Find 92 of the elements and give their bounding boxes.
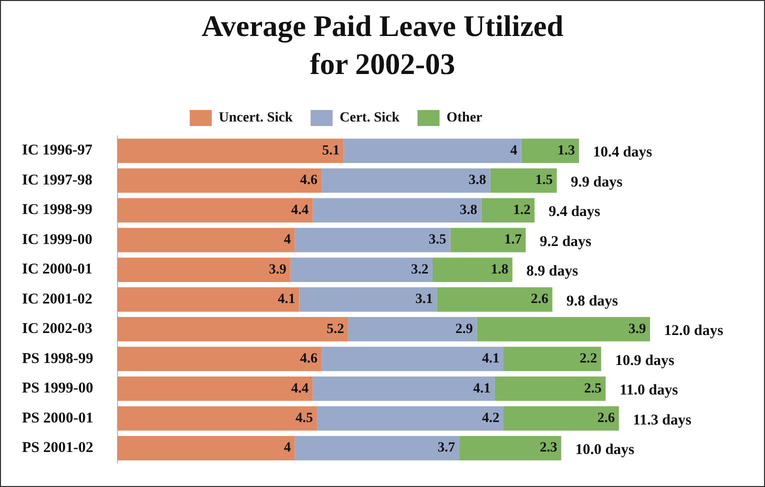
bar bbox=[503, 406, 619, 431]
total-label: 10.4 days bbox=[592, 144, 652, 161]
bar bbox=[459, 436, 562, 460]
data-label: 1.2 bbox=[513, 202, 531, 218]
bar bbox=[117, 228, 295, 252]
data-label: 4.1 bbox=[473, 381, 491, 396]
bar bbox=[117, 258, 290, 282]
y-tick-label: IC 2001-02 bbox=[22, 291, 92, 308]
data-label: 4 bbox=[510, 143, 518, 158]
total-label: 9.9 days bbox=[570, 174, 623, 190]
bar bbox=[450, 228, 526, 252]
data-label: 2.6 bbox=[597, 411, 615, 426]
data-label: 3.7 bbox=[438, 440, 456, 456]
y-tick-label: PS 1998-99 bbox=[22, 350, 94, 367]
data-label: 2.3 bbox=[540, 440, 558, 456]
data-label: 2.2 bbox=[580, 352, 598, 367]
y-tick-label: IC 2002-03 bbox=[22, 321, 92, 338]
bar bbox=[436, 287, 552, 312]
y-tick-label: PS 1999-00 bbox=[22, 380, 94, 397]
data-label: 3.9 bbox=[268, 262, 286, 278]
data-label: 1.5 bbox=[535, 173, 553, 188]
total-label: 8.9 days bbox=[526, 264, 578, 280]
y-tick-label: PS 2000-01 bbox=[22, 410, 94, 426]
total-label: 11.0 days bbox=[620, 382, 678, 399]
bar bbox=[344, 138, 522, 164]
data-label: 3.8 bbox=[460, 202, 478, 218]
total-label: 11.3 days bbox=[632, 412, 692, 428]
bar bbox=[503, 346, 602, 372]
data-label: 3.5 bbox=[428, 232, 446, 248]
bar bbox=[299, 287, 437, 312]
bar bbox=[290, 258, 432, 282]
data-label: 4.1 bbox=[278, 292, 296, 308]
y-tick-label: PS 2001-02 bbox=[22, 440, 94, 456]
data-label: 3.1 bbox=[415, 292, 433, 308]
bar bbox=[490, 168, 557, 193]
bar bbox=[294, 436, 460, 460]
bar bbox=[494, 376, 606, 401]
data-label: 4 bbox=[284, 232, 291, 248]
data-label: 4.1 bbox=[482, 352, 500, 367]
data-label: 2.6 bbox=[530, 292, 548, 308]
bar bbox=[117, 406, 318, 431]
bar bbox=[117, 346, 322, 372]
y-tick-label: IC 1997-98 bbox=[22, 172, 92, 188]
chart-title: Average Paid Leave Utilized for 2002-03 bbox=[200, 9, 564, 83]
total-label: 10.9 days bbox=[615, 352, 675, 369]
bar bbox=[294, 228, 450, 252]
total-label: 9.2 days bbox=[540, 234, 592, 250]
bar bbox=[312, 198, 482, 223]
bar bbox=[117, 168, 322, 193]
data-label: 3.9 bbox=[628, 322, 646, 337]
legend-label: Cert. Sick bbox=[340, 110, 400, 126]
data-label: 4.6 bbox=[300, 352, 318, 367]
bar bbox=[117, 317, 348, 342]
data-label: 4 bbox=[284, 440, 291, 456]
bar bbox=[117, 287, 300, 312]
data-label: 1.8 bbox=[490, 262, 508, 278]
bar bbox=[321, 168, 490, 193]
y-tick-label: IC 1996-97 bbox=[22, 142, 93, 159]
data-label: 2.9 bbox=[455, 322, 473, 337]
data-label: 3.2 bbox=[410, 262, 428, 278]
total-label: 9.8 days bbox=[566, 293, 618, 310]
bar bbox=[521, 138, 579, 164]
bar bbox=[117, 376, 313, 401]
y-tick-label: IC 1999-00 bbox=[22, 232, 92, 248]
data-label: 4.2 bbox=[482, 411, 500, 426]
total-label: 9.4 days bbox=[548, 204, 600, 220]
data-label: 4.5 bbox=[296, 411, 314, 426]
legend-label: Other bbox=[446, 110, 482, 126]
data-label: 1.7 bbox=[504, 232, 522, 248]
data-label: 2.5 bbox=[584, 381, 602, 396]
bar bbox=[312, 376, 495, 401]
bar bbox=[481, 198, 535, 223]
bar bbox=[321, 346, 504, 372]
bar bbox=[117, 436, 295, 460]
data-label: 1.3 bbox=[557, 143, 575, 158]
bar bbox=[476, 317, 650, 342]
data-label: 5.2 bbox=[326, 322, 344, 337]
bar bbox=[348, 317, 477, 342]
data-label: 4.4 bbox=[291, 202, 309, 218]
total-label: 12.0 days bbox=[664, 323, 724, 340]
bar bbox=[117, 198, 313, 223]
bar bbox=[117, 138, 344, 164]
bar bbox=[317, 406, 504, 431]
bar bbox=[432, 258, 512, 282]
data-label: 4.4 bbox=[291, 381, 309, 396]
data-label: 5.1 bbox=[322, 143, 340, 158]
total-label: 10.0 days bbox=[575, 442, 635, 458]
legend-label: Uncert. Sick bbox=[218, 110, 293, 126]
y-tick-label: IC 2000-01 bbox=[22, 262, 92, 278]
data-label: 4.6 bbox=[300, 173, 318, 188]
y-tick-label: IC 1998-99 bbox=[22, 202, 92, 218]
data-label: 3.8 bbox=[468, 173, 486, 188]
